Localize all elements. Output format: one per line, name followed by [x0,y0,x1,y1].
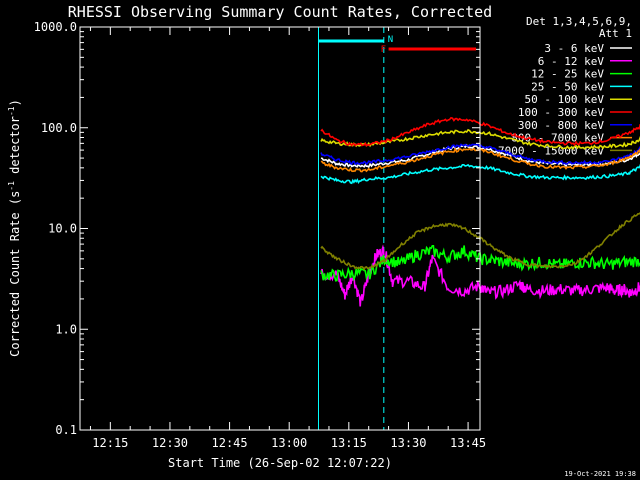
x-tick-label: 13:15 [331,436,367,450]
legend-entry-5: 100 - 300 keV [518,106,604,119]
series-line-5 [320,116,640,147]
generation-timestamp: 19-Oct-2021 19:38 [564,470,636,478]
legend-header-line2: Att 1 [599,27,632,40]
legend-entry-1: 6 - 12 keV [538,55,605,68]
legend-entry-2: 12 - 25 keV [531,68,604,81]
y-tick-label: 100.0 [41,121,77,135]
x-tick-label: 12:30 [152,436,188,450]
legend-entry-6: 300 - 800 keV [518,119,604,132]
y-tick-label: 0.1 [55,423,77,437]
series-line-3 [320,163,640,185]
y-axis: 1000.0 100.0 10.0 1.0 0.1 [34,20,480,437]
legend-entry-4: 50 - 100 keV [525,93,605,106]
y-tick-label: 1000.0 [34,20,77,34]
y-tick-label: 1.0 [55,322,77,336]
legend-entry-0: 3 - 6 keV [544,42,604,55]
x-tick-label: 12:15 [92,436,128,450]
x-tick-label: 13:30 [390,436,426,450]
series-line-2 [320,245,640,282]
legend-header-line1: Det 1,3,4,5,6,9, [526,15,632,28]
y-axis-label: Corrected Count Rate (s-1 detector-1) [7,99,22,357]
chart-title: RHESSI Observing Summary Count Rates, Co… [68,3,492,21]
y-tick-label: 10.0 [48,222,77,236]
x-axis: 12:15 12:30 12:45 13:00 13:15 13:30 13:45 [89,27,486,450]
night-label: N [388,35,393,45]
legend-entry-3: 25 - 50 keV [531,80,604,93]
x-axis-label: Start Time (26-Sep-02 12:07:22) [168,456,392,470]
x-tick-label: 12:45 [212,436,248,450]
series-line-8 [320,212,640,271]
series-line-7 [320,147,640,173]
series-line-6 [320,143,640,166]
x-tick-label: 13:00 [271,436,307,450]
series-line-4 [320,128,640,151]
flare-label: F [381,45,386,55]
x-tick-label: 13:45 [450,436,486,450]
legend-entry-7: 800 - 7000 keV [511,132,604,145]
plot-area: NF [317,27,640,430]
